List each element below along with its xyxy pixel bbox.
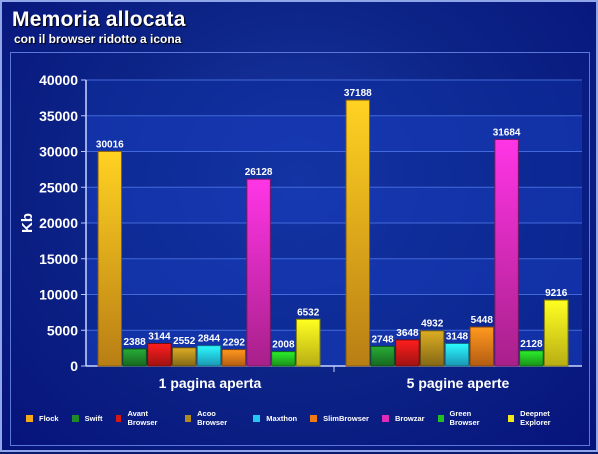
bar-value-label: 2008 xyxy=(272,340,295,351)
y-axis-label: Kb xyxy=(19,213,36,233)
bar-value-label: 31684 xyxy=(493,127,521,138)
y-tick-label: 20000 xyxy=(39,215,78,231)
bar xyxy=(271,351,296,367)
y-tick-label: 40000 xyxy=(39,72,78,88)
x-tick-label: 5 pagine aperte xyxy=(407,375,510,391)
legend-label: Swift xyxy=(84,413,103,423)
bar-value-label: 2128 xyxy=(520,339,543,350)
y-tick-label: 25000 xyxy=(39,179,78,195)
legend-swatch xyxy=(437,414,444,422)
legend-swatch xyxy=(310,414,318,422)
bar xyxy=(246,178,271,367)
legend-label: Deepnet Explorer xyxy=(520,409,551,427)
bar-value-label: 2292 xyxy=(223,338,246,349)
bar-value-label: 26128 xyxy=(245,167,273,178)
legend-item: Deepnet Explorer xyxy=(508,409,573,427)
bar-value-label: 5448 xyxy=(471,315,494,326)
chart-subtitle: con il browser ridotto a icona xyxy=(14,32,182,46)
bar xyxy=(543,299,569,367)
bar-value-label: 9216 xyxy=(545,288,568,299)
legend-swatch xyxy=(185,414,192,422)
legend-label: Browzar xyxy=(394,413,425,423)
legend-label: Flock xyxy=(39,413,59,423)
bar-value-label: 3148 xyxy=(446,331,469,342)
legend-swatch xyxy=(71,414,79,422)
legend-item: Acoo Browser xyxy=(185,409,240,427)
y-tick-label: 10000 xyxy=(39,287,78,303)
bar-value-label: 2388 xyxy=(123,337,146,348)
bar-value-label: 6532 xyxy=(297,307,320,318)
bar xyxy=(370,345,395,367)
bar-value-label: 30016 xyxy=(96,139,124,150)
y-tick-label: 5000 xyxy=(47,322,78,338)
y-tick-label: 35000 xyxy=(39,108,78,124)
bar xyxy=(395,339,420,367)
legend-item: Swift xyxy=(71,413,103,423)
bar xyxy=(97,150,123,367)
legend-item: Browzar xyxy=(381,413,425,423)
legend-label: Maxthon xyxy=(266,413,298,423)
legend-label: Green Browser xyxy=(449,409,480,427)
bar xyxy=(345,99,371,367)
legend-swatch xyxy=(115,414,122,422)
legend-label: SlimBrowser xyxy=(323,413,369,423)
bar-value-label: 3144 xyxy=(148,332,171,343)
bar xyxy=(419,330,445,367)
bar xyxy=(122,348,147,367)
legend-item: Avant Browser xyxy=(115,409,173,427)
legend-item: Maxthon xyxy=(253,414,297,423)
legend-label: Avant Browser xyxy=(127,409,158,427)
legend-swatch xyxy=(26,414,33,422)
chart-legend: Flock Swift Avant Browser Acoo Browser Maxth… xyxy=(26,409,586,427)
legend-label: Acoo Browser xyxy=(197,409,228,427)
legend-swatch xyxy=(253,414,261,422)
plot-panel xyxy=(10,52,590,446)
legend-item: SlimBrowser xyxy=(310,414,369,423)
bar-value-label: 4932 xyxy=(421,319,444,330)
chart-title: Memoria allocata xyxy=(12,8,186,31)
bar xyxy=(171,347,197,367)
y-tick-label: 0 xyxy=(70,358,78,374)
bar xyxy=(221,349,247,367)
legend-swatch xyxy=(508,414,515,422)
bar xyxy=(494,138,519,367)
bar-value-label: 2844 xyxy=(198,334,221,345)
bar xyxy=(469,326,495,367)
bar xyxy=(196,345,222,367)
y-tick-label: 15000 xyxy=(39,251,78,267)
legend-item: Green Browser xyxy=(437,409,496,427)
bar xyxy=(295,318,321,367)
bar-value-label: 2748 xyxy=(371,334,394,345)
legend-swatch xyxy=(381,414,389,422)
bar-value-label: 2552 xyxy=(173,336,196,347)
bar xyxy=(147,343,172,367)
x-tick-label: 1 pagina aperta xyxy=(159,375,262,391)
legend-item: Flock xyxy=(26,414,59,423)
bar-value-label: 37188 xyxy=(344,88,372,99)
bar xyxy=(519,350,544,367)
bar-value-label: 3648 xyxy=(396,328,419,339)
bar xyxy=(444,342,470,367)
y-tick-label: 30000 xyxy=(39,144,78,160)
